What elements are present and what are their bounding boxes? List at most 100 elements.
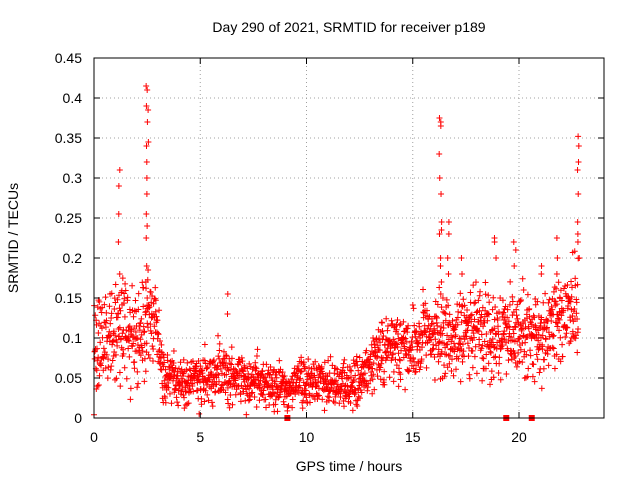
data-point: [393, 362, 400, 369]
data-point: [251, 393, 258, 400]
data-point: [436, 284, 443, 291]
data-point-peak: [574, 239, 581, 245]
data-point: [305, 356, 312, 363]
data-point: [349, 407, 356, 414]
data-point: [469, 347, 476, 354]
data-point: [121, 295, 128, 302]
data-point: [568, 278, 575, 285]
data-point: [105, 356, 112, 363]
data-point: [321, 407, 328, 414]
data-point: [402, 386, 409, 393]
data-point: [390, 336, 397, 343]
data-point: [540, 299, 547, 306]
data-point: [98, 362, 105, 369]
data-point: [368, 341, 375, 348]
data-point: [409, 343, 416, 350]
data-point: [487, 348, 494, 355]
data-point: [516, 358, 523, 365]
data-point: [145, 302, 152, 309]
data-point: [470, 282, 477, 289]
data-point: [132, 336, 139, 343]
data-point: [173, 394, 180, 401]
data-point: [289, 404, 296, 411]
data-point: [229, 401, 236, 408]
data-point: [509, 298, 516, 305]
data-point: [390, 378, 397, 385]
data-point-peak: [491, 239, 498, 245]
data-point: [517, 298, 524, 305]
data-point: [146, 303, 153, 310]
data-point-peak: [143, 235, 150, 241]
data-point: [155, 348, 162, 355]
data-point: [214, 362, 221, 369]
data-point: [466, 371, 473, 378]
data-point-peak: [553, 271, 560, 277]
data-point: [486, 343, 493, 350]
data-point: [244, 365, 251, 372]
data-point: [160, 363, 167, 370]
data-point: [325, 357, 332, 364]
data-point: [93, 345, 100, 352]
data-point-peak: [436, 231, 443, 237]
data-point: [569, 313, 576, 320]
data-point: [404, 325, 411, 332]
data-point: [147, 327, 154, 334]
data-point: [358, 389, 365, 396]
data-point: [535, 337, 542, 344]
data-point: [361, 370, 368, 377]
data-point: [527, 352, 534, 359]
data-point-peak: [115, 211, 122, 217]
data-point: [427, 351, 434, 358]
data-point: [150, 300, 157, 307]
data-point: [143, 340, 150, 347]
data-point: [513, 306, 520, 313]
data-point: [533, 324, 540, 331]
data-point: [326, 394, 333, 401]
data-point: [95, 382, 102, 389]
data-point: [111, 306, 118, 313]
data-point: [132, 328, 139, 335]
data-point: [542, 290, 549, 297]
data-point: [499, 335, 506, 342]
data-point: [352, 389, 359, 396]
data-point: [190, 388, 197, 395]
data-point: [472, 279, 479, 286]
data-point: [459, 341, 466, 348]
data-point: [454, 314, 461, 321]
data-point-peak: [574, 167, 581, 173]
data-point: [196, 371, 203, 378]
data-point: [505, 318, 512, 325]
data-point: [141, 378, 148, 385]
data-point: [161, 377, 168, 384]
data-point: [559, 353, 566, 360]
y-tick-label: 0.25: [55, 210, 82, 226]
data-point: [160, 354, 167, 361]
data-point: [244, 382, 251, 389]
data-point: [556, 327, 563, 334]
data-point: [522, 339, 529, 346]
data-point: [263, 404, 270, 411]
data-point: [381, 381, 388, 388]
data-point: [98, 325, 105, 332]
data-point: [140, 329, 147, 336]
data-point: [567, 338, 574, 345]
data-point-peak: [575, 133, 582, 140]
data-point: [155, 331, 162, 338]
data-point-peak: [493, 255, 500, 261]
data-point: [482, 279, 489, 286]
data-point: [332, 365, 339, 372]
data-point: [327, 353, 334, 360]
data-point: [150, 345, 157, 352]
data-point: [464, 307, 471, 314]
data-point: [330, 387, 337, 394]
data-point: [351, 391, 358, 398]
data-point-peak: [224, 311, 231, 317]
data-point: [186, 386, 193, 393]
data-point: [226, 404, 233, 411]
data-point: [115, 310, 122, 317]
data-point: [203, 365, 210, 372]
data-point: [138, 344, 145, 351]
data-point: [132, 297, 139, 304]
data-point: [472, 299, 479, 306]
data-point: [129, 343, 136, 350]
